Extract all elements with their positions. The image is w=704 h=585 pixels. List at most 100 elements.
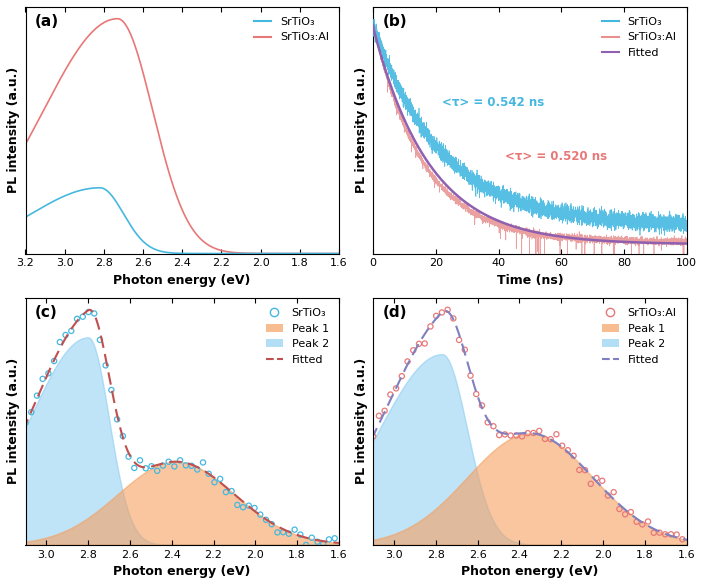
Point — [295, 530, 306, 539]
Text: <τ> = 0.520 ns: <τ> = 0.520 ns — [505, 150, 607, 163]
Point — [117, 431, 128, 441]
Text: (d): (d) — [382, 305, 407, 321]
Text: (c): (c) — [35, 305, 58, 321]
Point — [488, 422, 499, 431]
Point — [25, 408, 37, 417]
Point — [77, 312, 89, 321]
Point — [459, 345, 470, 355]
Point — [237, 503, 249, 512]
Point — [169, 462, 180, 471]
Point — [568, 451, 579, 460]
Point — [209, 477, 220, 487]
Point — [71, 314, 82, 324]
Point — [260, 515, 272, 524]
Point — [203, 469, 214, 479]
Point — [413, 339, 425, 349]
Point — [106, 386, 117, 395]
Point — [477, 401, 488, 410]
Point — [220, 487, 232, 497]
Point — [528, 428, 539, 438]
Point — [83, 307, 94, 316]
Point — [312, 537, 323, 546]
Point — [243, 501, 254, 510]
Point — [608, 487, 620, 497]
Point — [323, 535, 334, 544]
Point — [54, 338, 65, 347]
Point — [585, 479, 596, 488]
Point — [470, 390, 482, 399]
Point — [318, 539, 329, 549]
Point — [89, 309, 100, 318]
Point — [402, 357, 413, 366]
Point — [551, 429, 562, 439]
Point — [65, 326, 77, 336]
Point — [442, 305, 453, 315]
Text: <τ> = 0.542 ns: <τ> = 0.542 ns — [442, 95, 544, 109]
Point — [517, 432, 528, 441]
Point — [20, 418, 31, 428]
Point — [232, 500, 243, 510]
Point — [226, 486, 237, 495]
Point — [60, 331, 71, 340]
Point — [289, 525, 300, 534]
Point — [163, 457, 175, 466]
Point — [579, 466, 591, 475]
Point — [140, 464, 151, 473]
Point — [648, 528, 660, 538]
Point — [419, 339, 430, 348]
Point — [499, 430, 510, 439]
Point — [522, 428, 534, 438]
Point — [396, 371, 408, 381]
Point — [660, 529, 671, 539]
Y-axis label: PL intensity (a.u.): PL intensity (a.u.) — [7, 358, 20, 484]
Point — [545, 435, 556, 444]
Point — [146, 462, 157, 471]
Point — [129, 463, 140, 473]
Point — [151, 466, 163, 476]
Point — [191, 465, 203, 474]
Legend: SrTiO₃, Peak 1, Peak 2, Fitted: SrTiO₃, Peak 1, Peak 2, Fitted — [262, 304, 333, 369]
Point — [157, 461, 168, 470]
Text: (a): (a) — [35, 15, 59, 29]
Point — [306, 533, 318, 542]
Y-axis label: PL intensity (a.u.): PL intensity (a.u.) — [7, 67, 20, 194]
Point — [677, 535, 688, 544]
Point — [453, 335, 465, 345]
X-axis label: Photon energy (eV): Photon energy (eV) — [113, 274, 251, 287]
Legend: SrTiO₃, SrTiO₃:Al, Fitted: SrTiO₃, SrTiO₃:Al, Fitted — [598, 12, 681, 63]
Point — [494, 431, 505, 440]
X-axis label: Photon energy (eV): Photon energy (eV) — [461, 565, 598, 578]
Point — [266, 519, 277, 529]
Point — [49, 356, 60, 366]
Legend: SrTiO₃:Al, Peak 1, Peak 2, Fitted: SrTiO₃:Al, Peak 1, Peak 2, Fitted — [598, 304, 681, 369]
Point — [186, 461, 197, 470]
Y-axis label: PL intensity (a.u.): PL intensity (a.u.) — [355, 358, 367, 484]
Point — [43, 369, 54, 378]
Point — [255, 510, 266, 519]
X-axis label: Photon energy (eV): Photon energy (eV) — [113, 565, 251, 578]
Point — [591, 473, 602, 483]
Point — [391, 384, 402, 393]
Point — [277, 528, 289, 537]
Point — [215, 474, 226, 484]
Point — [448, 314, 459, 323]
Point — [249, 503, 260, 512]
Point — [539, 434, 551, 443]
Point — [367, 432, 379, 441]
Point — [614, 504, 625, 514]
Point — [603, 491, 614, 500]
X-axis label: Time (ns): Time (ns) — [496, 274, 563, 287]
Point — [482, 418, 494, 427]
Y-axis label: PL intensity (a.u.): PL intensity (a.u.) — [355, 67, 367, 194]
Point — [574, 465, 585, 474]
Point — [37, 374, 49, 384]
Point — [123, 452, 134, 462]
Point — [620, 510, 631, 519]
Point — [654, 528, 665, 538]
Point — [197, 457, 208, 467]
Point — [510, 431, 522, 440]
Point — [505, 431, 516, 440]
Point — [379, 406, 390, 415]
Point — [301, 541, 312, 550]
Point — [180, 460, 191, 470]
